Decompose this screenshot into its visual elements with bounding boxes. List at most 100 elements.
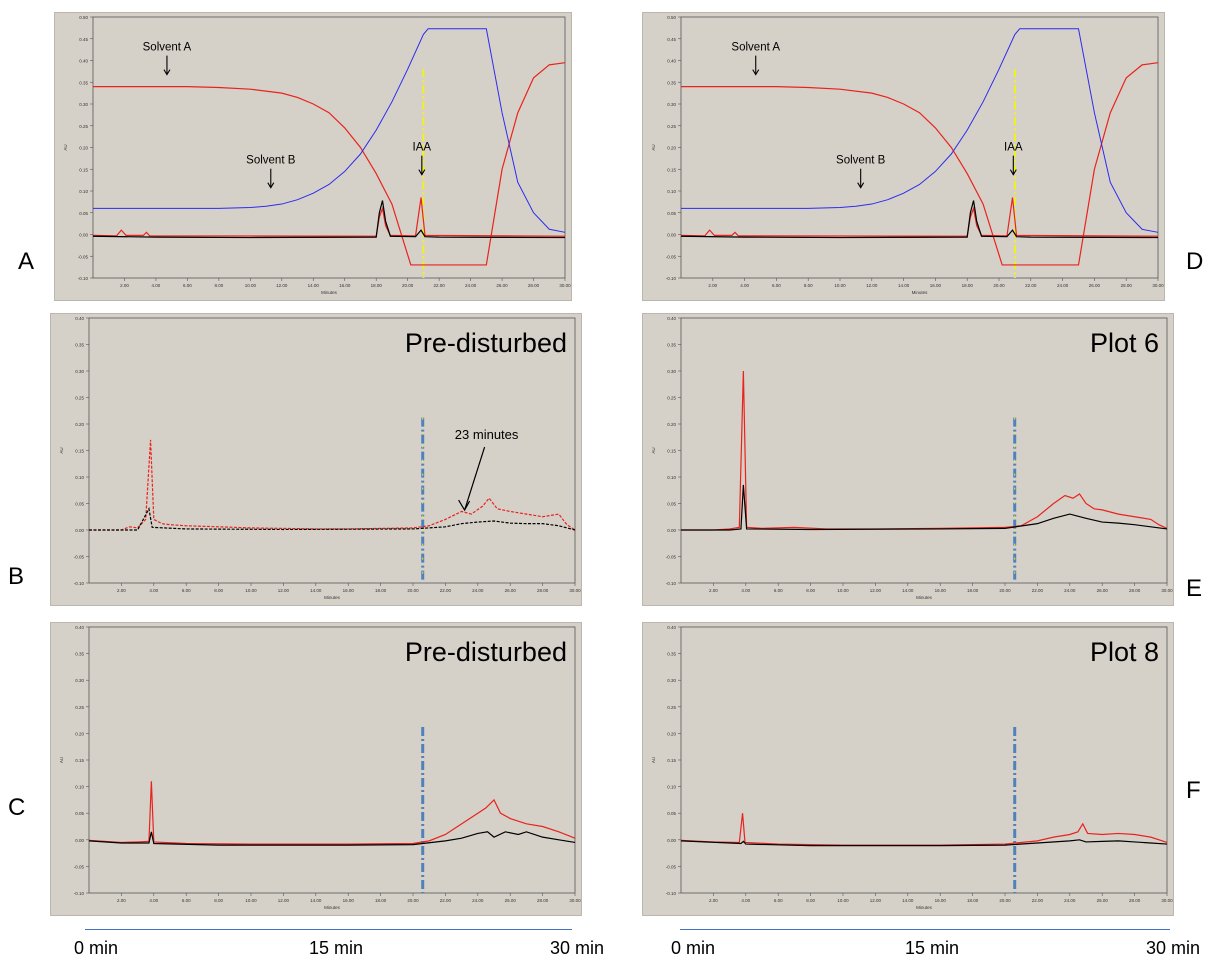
x-tick-label: 2.00 — [709, 588, 718, 593]
timeline-right-mid: 15 min — [905, 938, 960, 958]
x-tick-label: 14.00 — [902, 898, 914, 903]
y-tick-label: 0.15 — [75, 758, 84, 763]
x-tick-label: 14.00 — [902, 588, 914, 593]
annotation-label: Solvent B — [246, 155, 296, 167]
y-axis-label: AU — [651, 447, 656, 453]
y-tick-label: 0.10 — [75, 475, 84, 480]
x-tick-label: 6.00 — [182, 898, 191, 903]
x-tick-label: 10.00 — [245, 898, 257, 903]
series-line-black-3 — [92, 200, 566, 239]
y-axis-label: AU — [651, 757, 656, 763]
timeline-left-start: 0 min — [74, 938, 119, 958]
x-tick-label: 18.00 — [371, 283, 383, 288]
x-tick-label: 20.00 — [407, 588, 419, 593]
x-tick-label: 4.00 — [152, 283, 161, 288]
y-tick-label: 0.35 — [667, 343, 676, 348]
series-line-red-0 — [680, 813, 1168, 846]
x-tick-label: 18.00 — [375, 898, 387, 903]
y-tick-label: 0.05 — [667, 811, 676, 816]
x-tick-label: 26.00 — [1097, 588, 1109, 593]
y-tick-label: 0.20 — [667, 422, 676, 427]
x-tick-label: 20.00 — [993, 283, 1005, 288]
series-line-red-0 — [89, 439, 576, 531]
x-axis-label: Minutes — [916, 595, 933, 600]
x-tick-label: 28.00 — [537, 588, 549, 593]
x-tick-label: 8.00 — [806, 898, 815, 903]
y-tick-label: -0.10 — [666, 276, 677, 281]
y-tick-label: 0.25 — [667, 396, 676, 401]
y-tick-label: 0.05 — [667, 211, 676, 216]
x-tick-label: 12.00 — [866, 283, 878, 288]
x-tick-label: 16.00 — [935, 898, 947, 903]
annotation-arrowhead — [267, 182, 275, 189]
y-tick-label: 0.45 — [79, 37, 88, 42]
y-tick-label: -0.05 — [666, 864, 677, 869]
y-tick-label: 0.20 — [667, 731, 676, 736]
y-tick-label: 0.05 — [75, 811, 84, 816]
y-tick-label: 0.30 — [79, 102, 88, 107]
x-axis-label: Minutes — [324, 905, 341, 910]
x-tick-label: 6.00 — [774, 898, 783, 903]
annotation-label: Solvent B — [836, 155, 886, 167]
y-axis-label: AU — [63, 144, 68, 150]
x-tick-label: 16.00 — [343, 588, 355, 593]
x-tick-label: 30.00 — [569, 898, 581, 903]
y-tick-label: 0.30 — [667, 369, 676, 374]
y-tick-label: 0.05 — [79, 211, 88, 216]
panel-letter-b: B — [8, 563, 25, 590]
annotation-arrowhead — [857, 182, 865, 189]
x-axis-label: Minutes — [912, 290, 929, 295]
x-tick-label: 10.00 — [837, 588, 849, 593]
x-tick-label: 8.00 — [806, 588, 815, 593]
x-tick-label: 4.00 — [740, 283, 749, 288]
series-line-black-3 — [680, 200, 1159, 239]
y-tick-label: -0.05 — [78, 254, 89, 259]
series-line-red-0 — [681, 62, 1159, 266]
timeline-left — [85, 929, 572, 930]
x-tick-label: 10.00 — [837, 898, 849, 903]
x-tick-label: 30.00 — [1152, 283, 1164, 288]
x-axis-label: Minutes — [321, 290, 338, 295]
annotation-arrowhead — [1009, 169, 1017, 176]
x-tick-label: 18.00 — [962, 283, 974, 288]
y-tick-label: 0.35 — [667, 80, 676, 85]
y-tick-label: -0.05 — [666, 254, 677, 259]
x-tick-label: 14.00 — [898, 283, 910, 288]
x-tick-label: 16.00 — [935, 588, 947, 593]
y-tick-label: 0.00 — [79, 233, 88, 238]
x-tick-label: 2.00 — [117, 588, 126, 593]
plot-frame — [680, 16, 1159, 279]
chart-c-svg: 0.40 0.35 0.30 0.25 0.20 0.15 0.10 0.05 0.00 -0.0… — [59, 625, 581, 910]
chart-title: Plot 8 — [1090, 637, 1159, 667]
x-tick-label: 28.00 — [1129, 588, 1141, 593]
y-tick-label: 0.20 — [667, 146, 676, 151]
panel-letter-c: C — [8, 794, 26, 821]
x-tick-label: 4.00 — [149, 898, 158, 903]
y-tick-label: 0.35 — [667, 652, 676, 657]
x-tick-label: 24.00 — [472, 588, 484, 593]
x-tick-label: 22.00 — [440, 588, 452, 593]
annotation-label: IAA — [413, 142, 432, 154]
x-tick-label: 24.00 — [465, 283, 477, 288]
x-tick-label: 16.00 — [930, 283, 942, 288]
y-tick-label: 0.05 — [667, 502, 676, 507]
y-tick-label: 0.30 — [75, 369, 84, 374]
x-tick-label: 8.00 — [804, 283, 813, 288]
chart-a-svg: 0.50 0.45 0.40 0.35 0.30 0.25 0.20 0.15 0.10 0.05… — [63, 15, 571, 295]
x-axis-label: Minutes — [916, 905, 933, 910]
x-tick-label: 8.00 — [214, 283, 223, 288]
x-tick-label: 22.00 — [434, 283, 446, 288]
annotation-label: IAA — [1004, 142, 1023, 154]
x-tick-label: 4.00 — [741, 898, 750, 903]
x-tick-label: 20.00 — [402, 283, 414, 288]
panel-letter-e: E — [1186, 575, 1203, 602]
y-tick-label: 0.10 — [667, 189, 676, 194]
series-line-black-1 — [88, 831, 576, 846]
x-tick-label: 18.00 — [967, 898, 979, 903]
y-tick-label: 0.25 — [79, 124, 88, 129]
x-tick-label: 14.00 — [308, 283, 320, 288]
timeline-left-mid: 15 min — [309, 938, 364, 958]
x-tick-label: 12.00 — [870, 588, 882, 593]
y-tick-label: 0.25 — [667, 705, 676, 710]
y-tick-label: -0.10 — [74, 891, 85, 896]
